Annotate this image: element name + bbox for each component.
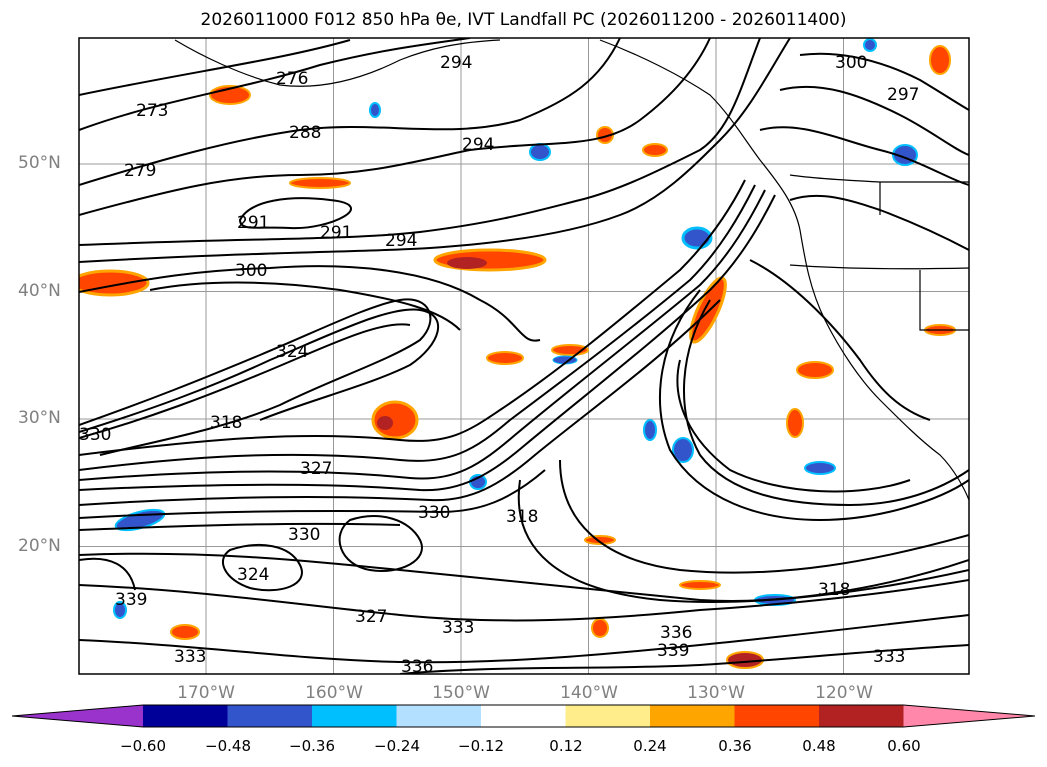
- contour-label-339-b: 339: [115, 590, 147, 610]
- contour-label-276: 276: [276, 69, 308, 89]
- colorbar-tick: −0.60: [120, 737, 166, 755]
- contour-label-294-b: 294: [462, 135, 494, 155]
- colorbar-tick: 0.60: [887, 737, 921, 755]
- coastlines: [174, 39, 969, 501]
- colorbar-segment: [734, 705, 820, 727]
- contour-label-333-b: 333: [174, 647, 206, 667]
- contour-label-291: 291: [237, 213, 269, 233]
- lon-label: 140°W: [560, 683, 618, 703]
- colorbar-extend-max: [903, 705, 1035, 727]
- colorbar-segment: [312, 705, 397, 727]
- contour-label-324-b: 324: [237, 565, 269, 585]
- colorbar-segment: [565, 705, 651, 727]
- map-panel: [79, 38, 969, 674]
- lon-label: 150°W: [432, 683, 490, 703]
- contour-label-300: 300: [235, 261, 267, 281]
- contour-label-330-c: 330: [79, 425, 111, 445]
- contour-label-330: 330: [288, 525, 320, 545]
- lat-label: 30°N: [18, 408, 61, 428]
- contour-label-294-c: 294: [440, 53, 472, 73]
- graticule: [79, 38, 969, 674]
- contour-labels: 273 276 279 288 291 291 294 294 294 297 …: [79, 53, 919, 677]
- contour-label-339: 339: [657, 641, 689, 661]
- contour-label-300-b: 300: [835, 53, 867, 73]
- colorbar-tick: 0.48: [802, 737, 836, 755]
- colorbar-tick: 0.24: [633, 737, 667, 755]
- contour-label-297: 297: [887, 85, 919, 105]
- colorbar: [11, 704, 1036, 728]
- colorbar-tick: −0.48: [205, 737, 251, 755]
- lon-label: 130°W: [687, 683, 745, 703]
- contour-label-330-b: 330: [418, 503, 450, 523]
- contour-label-333-c: 333: [873, 647, 905, 667]
- colorbar-tick: 0.36: [718, 737, 752, 755]
- theta-e-contours: [79, 38, 969, 674]
- lon-label: 170°W: [177, 683, 235, 703]
- colorbar-tick: −0.24: [374, 737, 420, 755]
- contour-label-318-b: 318: [506, 507, 538, 527]
- colorbar-outline: [11, 704, 1036, 728]
- contour-label-279: 279: [124, 161, 156, 181]
- contour-label-318: 318: [210, 413, 242, 433]
- contour-label-288: 288: [289, 123, 321, 143]
- colorbar-extend-min: [12, 705, 143, 727]
- colorbar-segment: [650, 705, 735, 727]
- colorbar-tick: −0.12: [458, 737, 504, 755]
- contour-label-318-c: 318: [818, 580, 850, 600]
- colorbar-segment: [143, 705, 228, 727]
- map-title: 2026011000 F012 850 hPa θe, IVT Landfall…: [200, 10, 847, 30]
- map-frame: [78, 37, 970, 675]
- colorbar-tick: −0.36: [289, 737, 335, 755]
- contour-label-327-b: 327: [355, 607, 387, 627]
- colorbar-segment: [227, 705, 313, 727]
- contour-label-294: 294: [385, 231, 417, 251]
- contour-label-291-b: 291: [320, 223, 352, 243]
- contour-label-273: 273: [136, 101, 168, 121]
- colorbar-segment: [819, 705, 904, 727]
- contour-label-336: 336: [401, 657, 433, 677]
- colorbar-tick: 0.12: [549, 737, 583, 755]
- colorbar-segment: [481, 705, 566, 727]
- contour-label-333: 333: [442, 618, 474, 638]
- lon-label: 120°W: [815, 683, 873, 703]
- contour-label-336-b: 336: [660, 623, 692, 643]
- contour-label-327: 327: [300, 459, 332, 479]
- lat-label: 50°N: [18, 153, 61, 173]
- lat-label: 20°N: [18, 536, 61, 556]
- colorbar-segment: [396, 705, 482, 727]
- lon-label: 160°W: [305, 683, 363, 703]
- contour-label-324: 324: [276, 342, 308, 362]
- lat-label: 40°N: [18, 281, 61, 301]
